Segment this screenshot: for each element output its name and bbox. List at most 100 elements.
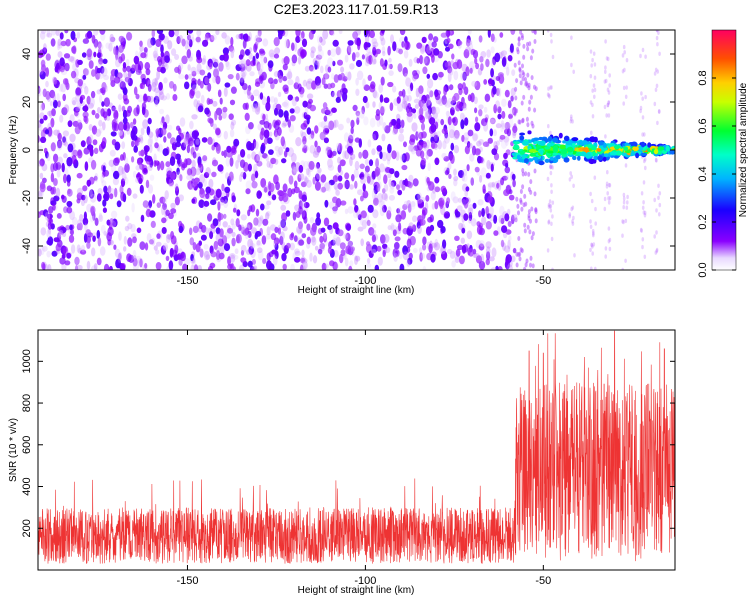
heatmap-cell (368, 54, 373, 65)
heatmap-cell (520, 206, 524, 212)
heatmap-cell (238, 60, 245, 68)
heatmap-cell (282, 263, 287, 270)
heatmap-cell (510, 214, 515, 225)
heatmap-cell (546, 30, 550, 33)
heatmap-cell (520, 248, 524, 254)
heatmap-cell (114, 109, 119, 120)
heatmap-cell (549, 170, 553, 176)
heatmap-cell (396, 184, 400, 191)
heatmap-cell (342, 150, 347, 159)
heatmap-cell (466, 230, 473, 240)
heatmap-cell (207, 213, 213, 222)
heatmap-cell (285, 147, 290, 153)
heatmap-cell (381, 204, 387, 213)
heatmap-cell (302, 100, 308, 108)
heatmap-cell (70, 56, 76, 64)
heatmap-cell (165, 209, 170, 216)
heatmap-cell (416, 58, 420, 64)
heatmap-cell (46, 250, 51, 258)
heatmap-cell (92, 235, 96, 242)
heatmap-cell (231, 237, 236, 247)
heatmap-cell (644, 54, 647, 59)
heatmap-cell (655, 83, 659, 89)
heatmap-cell (239, 159, 246, 168)
heatmap-cell (443, 156, 450, 162)
heatmap-cell (458, 170, 465, 178)
heatmap-cell (449, 250, 456, 259)
heatmap-cell (549, 164, 552, 170)
heatmap-cell (657, 195, 660, 200)
heatmap-cell (470, 177, 474, 186)
heatmap-cell (315, 173, 320, 182)
heatmap-cell (178, 259, 183, 266)
heatmap-cell (80, 249, 87, 255)
heatmap-cell (511, 69, 516, 76)
heatmap-cell (641, 47, 645, 53)
heatmap-cell (308, 160, 315, 170)
heatmap-cell (447, 60, 452, 69)
heatmap-cell (529, 179, 533, 185)
heatmap-cell (110, 74, 115, 84)
heatmap-cell (343, 233, 349, 240)
heatmap-cell (209, 35, 215, 43)
heatmap-cell (230, 86, 237, 94)
heatmap-cell (266, 137, 273, 144)
heatmap-cell (71, 97, 78, 106)
heatmap-cell (338, 30, 343, 35)
heatmap-cell (467, 30, 472, 35)
heatmap-cell (45, 53, 51, 61)
heatmap-cell (570, 114, 573, 119)
heatmap-cell (259, 215, 264, 222)
heatmap-cell (486, 251, 491, 261)
heatmap-cell (463, 132, 470, 141)
heatmap-cell (377, 256, 383, 266)
heatmap-cell (653, 148, 659, 155)
heatmap-cell (643, 213, 647, 218)
heatmap-cell (245, 188, 251, 195)
heatmap-cell (77, 149, 82, 157)
heatmap-cell (495, 100, 500, 110)
heatmap-cell (335, 236, 341, 246)
heatmap-cell (412, 215, 418, 223)
heatmap-cell (248, 52, 253, 60)
heatmap-cell (146, 95, 152, 103)
heatmap-cell (217, 238, 224, 247)
heatmap-cell (93, 175, 98, 181)
heatmap-cell (241, 83, 248, 91)
heatmap-cell (300, 31, 305, 39)
heatmap-cell (551, 165, 554, 170)
heatmap-cell (371, 248, 377, 255)
heatmap-cell (100, 66, 105, 74)
heatmap-cell (213, 240, 218, 250)
heatmap-cell (654, 67, 658, 73)
heatmap-cell (392, 229, 397, 237)
heatmap-cell (426, 86, 431, 94)
snr-line (38, 330, 675, 564)
heatmap-cell (528, 99, 532, 105)
heatmap-cell (301, 194, 308, 202)
heatmap-cell (458, 222, 464, 231)
heatmap-cell (217, 201, 221, 211)
heatmap-cell (345, 232, 351, 242)
heatmap-cell (351, 52, 356, 62)
heatmap-cell (327, 158, 333, 168)
heatmap-cell (205, 194, 211, 200)
heatmap-cell (516, 154, 521, 160)
heatmap-cell (427, 78, 434, 89)
heatmap-cell (403, 50, 409, 59)
heatmap-cell (120, 53, 126, 62)
heatmap-cell (513, 111, 517, 117)
heatmap-cell (502, 231, 508, 239)
heatmap-cell (52, 162, 59, 172)
heatmap-cell (485, 172, 491, 179)
heatmap-cell (207, 265, 214, 270)
heatmap-cell (274, 243, 279, 251)
heatmap-cell (155, 128, 160, 136)
colorbar-tick-label: 0.6 (697, 118, 709, 133)
heatmap-cell (75, 87, 82, 96)
heatmap-cell (518, 119, 522, 125)
heatmap-cell (239, 74, 244, 83)
heatmap-cell (420, 196, 426, 202)
heatmap-cell (344, 172, 350, 180)
heatmap-cell (239, 33, 244, 40)
